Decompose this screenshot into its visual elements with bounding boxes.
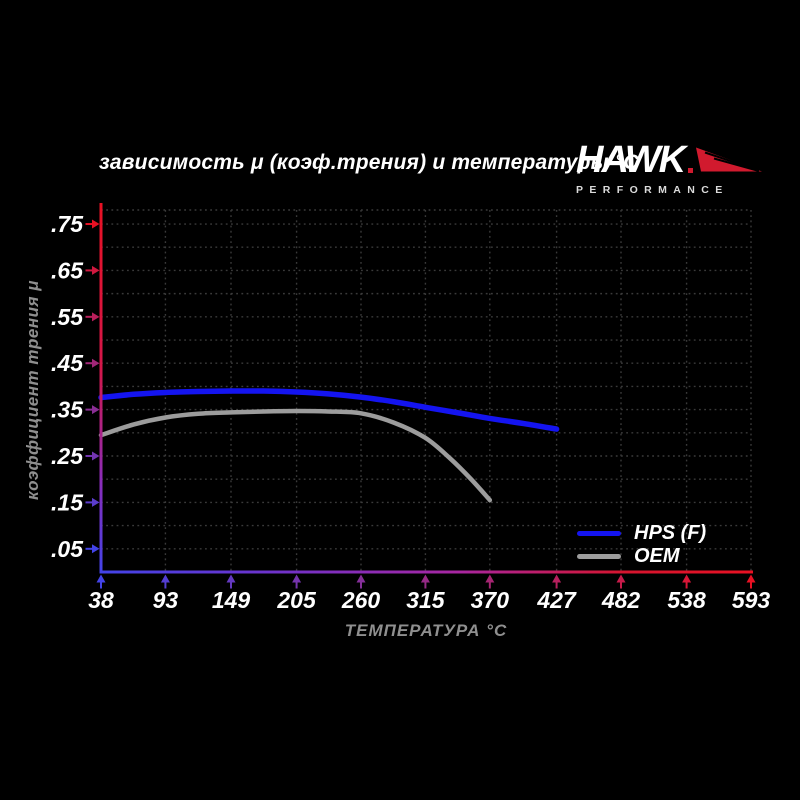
hawk-logo: HAWK PERFORMANCE	[576, 139, 763, 196]
y-tick-label: .45	[51, 350, 84, 376]
x-tick-label: 427	[536, 587, 577, 613]
y-tick-arrowhead	[92, 451, 100, 461]
x-tick-label: 482	[601, 587, 641, 613]
y-tick-label: .75	[51, 211, 84, 237]
legend-item-oem: OEM	[577, 545, 706, 568]
y-tick-label: .65	[51, 257, 84, 283]
x-tick-arrowhead	[96, 574, 106, 583]
legend-item-hps: HPS (F)	[577, 522, 706, 545]
x-tick-arrowhead	[292, 574, 302, 583]
hawk-logo-dot	[688, 168, 694, 173]
y-tick-label: .35	[51, 397, 84, 423]
x-tick-label: 149	[212, 587, 251, 613]
hawk-logo-wordmark: HAWK	[576, 139, 686, 181]
x-tick-label: 260	[341, 587, 381, 613]
x-tick-arrowhead	[485, 574, 495, 583]
hawk-wing-icon	[696, 147, 763, 172]
y-tick-label: .05	[51, 536, 84, 562]
x-tick-label: 93	[153, 587, 179, 613]
x-tick-label: 315	[406, 587, 446, 613]
x-tick-arrowhead	[420, 574, 430, 583]
y-tick-arrowhead	[92, 312, 100, 322]
hawk-logo-row: HAWK	[576, 139, 763, 181]
x-axis-title: ТЕМПЕРАТУРА °C	[344, 621, 508, 640]
x-tick-label: 370	[471, 587, 510, 613]
x-tick-arrowhead	[226, 574, 236, 583]
x-tick-label: 205	[276, 587, 317, 613]
x-tick-label: 593	[732, 587, 771, 613]
series-oem	[98, 408, 493, 503]
x-tick-label: 38	[88, 587, 114, 613]
y-axis-title: коэффициент трения μ	[23, 280, 42, 500]
legend-label-oem: OEM	[634, 545, 680, 567]
y-tick-arrowhead	[92, 358, 100, 368]
legend-line-hps	[577, 531, 621, 536]
x-tick-arrowhead	[160, 574, 170, 583]
y-tick-arrowhead	[92, 405, 100, 415]
legend-label-hps: HPS (F)	[634, 522, 707, 544]
x-tick-arrowhead	[746, 574, 756, 583]
hawk-logo-performance: PERFORMANCE	[576, 184, 729, 196]
legend: HPS (F) OEM	[577, 522, 706, 568]
y-tick-arrowhead	[92, 219, 100, 229]
y-tick-arrowhead	[92, 544, 100, 554]
series-hps-f	[98, 388, 560, 432]
legend-line-oem	[577, 554, 621, 559]
y-tick-arrowhead	[92, 265, 100, 275]
y-tick-label: .55	[51, 304, 84, 330]
x-tick-arrowhead	[356, 574, 366, 583]
y-tick-label: .25	[51, 443, 84, 469]
x-tick-arrowhead	[682, 574, 692, 583]
x-tick-arrowhead	[552, 574, 562, 583]
y-tick-label: .15	[51, 489, 84, 515]
x-tick-arrowhead	[616, 574, 626, 583]
x-tick-label: 538	[667, 587, 706, 613]
y-tick-arrowhead	[92, 497, 100, 507]
chart-title: зависимость μ (коэф.трения) и температур…	[99, 151, 639, 174]
